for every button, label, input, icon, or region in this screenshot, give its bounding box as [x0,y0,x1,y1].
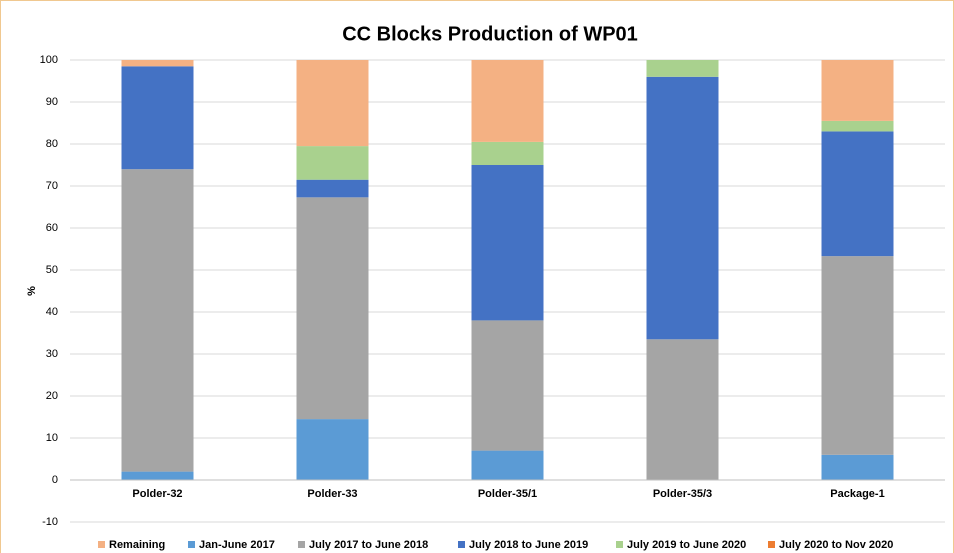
bar-segment [821,120,894,132]
y-tick-label: 100 [40,54,58,66]
bar-segment [121,169,194,472]
y-tick-label: 40 [46,306,58,318]
legend-swatch [98,541,105,548]
bar-segment [471,320,544,451]
chart-title: CC Blocks Production of WP01 [342,23,638,45]
legend-label: Remaining [109,539,165,551]
bar-segment [121,60,194,67]
bar-segment [121,471,194,480]
bar-segment [471,450,544,480]
legend-label: July 2020 to Nov 2020 [779,539,893,551]
y-tick-label: 90 [46,96,58,108]
y-tick-label: 80 [46,138,58,150]
y-axis-label: % [26,286,38,296]
bar-segment [471,141,544,165]
legend-swatch [768,541,775,548]
y-tick-label: 30 [46,348,58,360]
bar-segment [471,60,544,142]
bar-segment [821,131,894,257]
legend-swatch [458,541,465,548]
legend-swatch [616,541,623,548]
bar-segment [296,146,369,180]
bar-segment [821,454,894,480]
legend-label: July 2018 to June 2019 [469,539,588,551]
x-tick-label: Polder-35/1 [478,488,537,500]
y-tick-label: 20 [46,390,58,402]
x-tick-label: Polder-33 [307,488,357,500]
y-tick-label: 0 [52,474,58,486]
bar-segment [646,76,719,340]
y-tick-label: -10 [42,516,58,528]
legend-swatch [188,541,195,548]
bar-segment [646,339,719,480]
legend-label: July 2019 to June 2020 [627,539,746,551]
bar-segment [646,60,719,77]
y-tick-label: 60 [46,222,58,234]
bar-segment [821,256,894,455]
y-tick-label: 70 [46,180,58,192]
bar-segment [296,197,369,420]
bar-segment [296,419,369,480]
x-tick-label: Polder-32 [132,488,182,500]
y-tick-label: 50 [46,264,58,276]
x-tick-label: Polder-35/3 [653,488,712,500]
bar-segment [296,60,369,147]
bar-segment [821,60,894,121]
bar-segment [296,179,369,198]
legend-label: Jan-June 2017 [199,539,275,551]
x-tick-label: Package-1 [830,488,884,500]
y-tick-label: 10 [46,432,58,444]
bar-segment [471,165,544,321]
bar-segment [121,66,194,170]
legend-swatch [298,541,305,548]
legend-label: July 2017 to June 2018 [309,539,428,551]
